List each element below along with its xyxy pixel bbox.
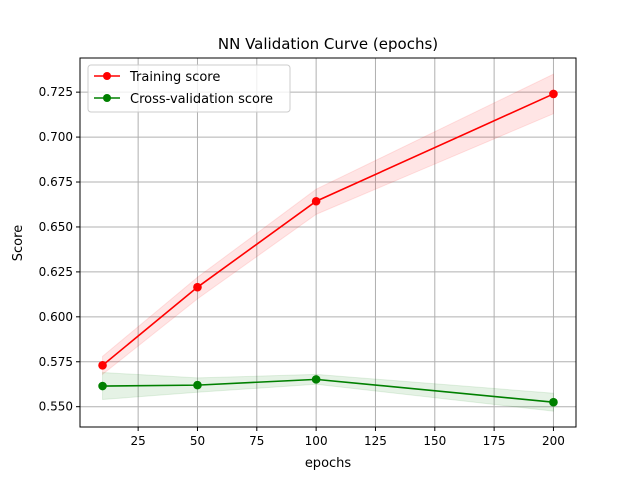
y-tick-label: 0.675 — [39, 175, 73, 189]
y-tick-label: 0.650 — [39, 220, 73, 234]
series-points — [98, 89, 558, 407]
y-tick-label: 0.550 — [39, 400, 73, 414]
legend-box — [87, 64, 291, 113]
point-cross-validation-score — [549, 397, 558, 407]
band-cross-validation-score — [102, 372, 554, 412]
legend-marker-training — [103, 72, 111, 80]
plot-frame — [79, 57, 577, 428]
line-cross-validation-score — [102, 378, 554, 403]
legend-label-training: Training score — [129, 70, 220, 85]
x-tick-label: 50 — [190, 434, 205, 448]
x-tick-label: 125 — [364, 434, 387, 448]
y-tick-label: 0.575 — [39, 355, 73, 369]
y-tick-label: 0.625 — [39, 265, 73, 279]
x-tick-label: 75 — [249, 434, 264, 448]
grid-lines — [80, 58, 576, 427]
x-tick-label: 100 — [305, 434, 328, 448]
band-training-score — [102, 73, 554, 376]
point-cross-validation-score — [193, 380, 202, 390]
x-tick-label: 200 — [542, 434, 565, 448]
x-tick-label: 175 — [483, 434, 506, 448]
y-tick-label: 0.700 — [39, 130, 73, 144]
point-training-score — [311, 196, 321, 206]
chart-legend: Training score Cross-validation score — [87, 64, 291, 113]
legend-marker-cross-validation — [103, 94, 111, 102]
y-tick-label: 0.725 — [39, 85, 73, 99]
x-tick-label: 150 — [423, 434, 446, 448]
x-tick-label: 25 — [131, 434, 146, 448]
line-training-score — [102, 93, 554, 366]
chart-title: NN Validation Curve (epochs) — [218, 35, 438, 53]
point-training-score — [549, 89, 558, 99]
series-lines — [102, 93, 554, 403]
point-cross-validation-score — [98, 381, 107, 391]
axis-ticks: 25 50 75 100 125 150 175 200 0.550 0.575 0.600 0.62… — [39, 85, 565, 448]
point-training-score — [193, 282, 202, 292]
y-axis-title: Score — [11, 225, 26, 261]
point-cross-validation-score — [311, 375, 321, 384]
point-training-score — [98, 361, 107, 370]
legend-label-cross-validation: Cross-validation score — [130, 92, 273, 107]
y-tick-label: 0.600 — [39, 310, 73, 324]
confidence-bands — [102, 73, 554, 412]
x-axis-title: epochs — [305, 456, 352, 471]
